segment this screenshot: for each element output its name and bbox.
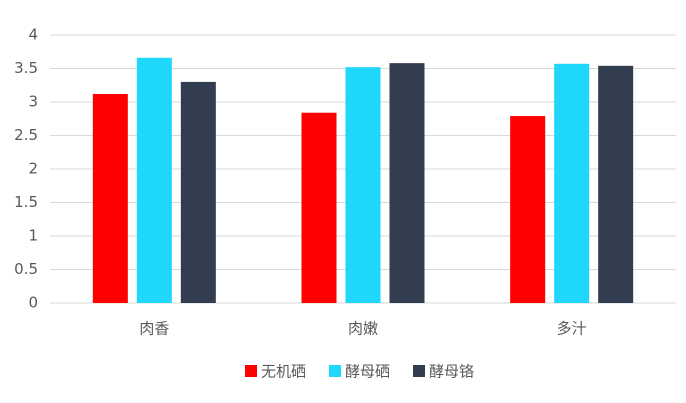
legend-swatch — [413, 365, 425, 377]
legend-label: 酵母硒 — [345, 363, 390, 381]
y-tick-label: 2 — [28, 160, 38, 178]
bar — [510, 116, 546, 303]
bar — [389, 63, 425, 303]
bar — [598, 65, 634, 303]
legend-label: 无机硒 — [261, 363, 306, 381]
legend-label: 酵母铬 — [429, 363, 474, 381]
x-tick-label: 肉香 — [139, 320, 169, 338]
y-tick-label: 3 — [28, 93, 38, 111]
y-tick-label: 0.5 — [14, 260, 38, 278]
y-tick-label: 1 — [28, 227, 38, 245]
y-tick-label: 1.5 — [14, 193, 38, 211]
bar — [136, 57, 172, 303]
legend-swatch — [329, 365, 341, 377]
y-tick-label: 2.5 — [14, 126, 38, 144]
bar — [554, 63, 590, 304]
y-tick-label: 0 — [28, 294, 38, 312]
x-tick-label: 多汁 — [557, 320, 587, 338]
bar — [345, 67, 381, 303]
y-tick-label: 4 — [28, 26, 38, 44]
x-tick-label: 肉嫩 — [348, 320, 378, 338]
bar — [301, 112, 337, 303]
y-tick-label: 3.5 — [14, 59, 38, 77]
legend-swatch — [245, 365, 257, 377]
bar — [180, 81, 216, 304]
bar — [92, 93, 128, 304]
